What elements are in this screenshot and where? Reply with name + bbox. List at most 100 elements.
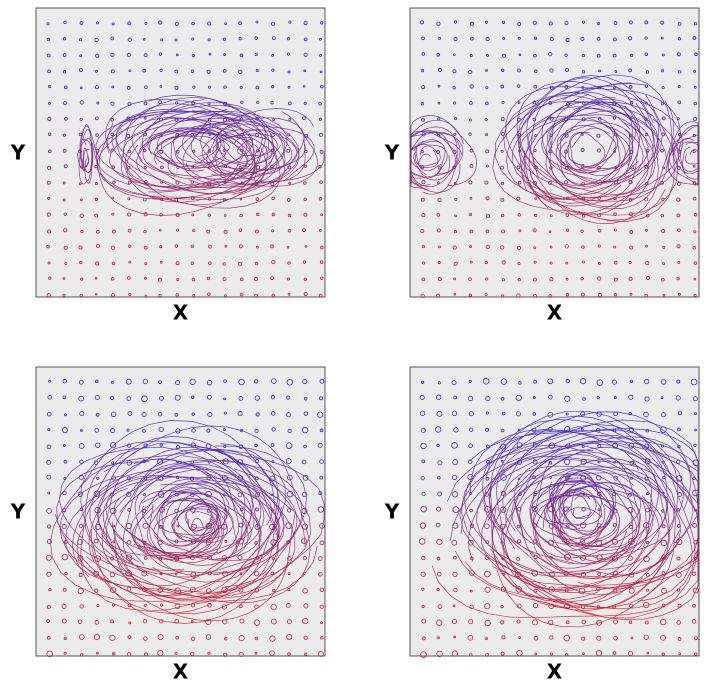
tracer [302, 116, 306, 120]
tracer [47, 394, 53, 400]
tracer [111, 261, 116, 266]
tracer [302, 84, 306, 88]
tracer [693, 443, 697, 447]
tracer [63, 101, 67, 105]
trajectory [234, 136, 273, 164]
tracer [452, 69, 457, 74]
tracer [79, 653, 84, 657]
tracer [255, 197, 260, 201]
tracer [80, 277, 84, 281]
tracer [420, 102, 425, 106]
tracer [223, 379, 227, 383]
panel [409, 7, 700, 298]
trajectory [125, 118, 254, 187]
tracer [532, 412, 537, 416]
tracer [238, 244, 243, 249]
tracer [565, 37, 570, 42]
trajectory [415, 145, 441, 167]
tracer [467, 395, 474, 402]
tracer [437, 181, 440, 185]
tracer [254, 428, 259, 433]
tracer [255, 85, 260, 90]
tracer [144, 276, 147, 280]
tracer [78, 443, 85, 449]
tracer [112, 524, 116, 528]
tracer [95, 53, 100, 58]
tracer [532, 117, 537, 122]
x-axis-label: X [173, 660, 189, 681]
tracer [691, 619, 697, 624]
tracer [47, 132, 52, 136]
tracer [644, 84, 649, 88]
tracer [597, 166, 601, 170]
trajectory [519, 472, 653, 579]
tracer [287, 652, 291, 656]
tracer [271, 54, 275, 57]
tracer [127, 410, 133, 416]
trajectory [115, 109, 286, 203]
tracer [661, 652, 665, 656]
trajectory [510, 447, 669, 576]
tracer [693, 116, 698, 121]
tracer [96, 604, 100, 608]
panel-frame [35, 7, 326, 298]
tracer [79, 117, 83, 121]
tracer [676, 149, 682, 154]
tracer [436, 506, 442, 512]
tracer [191, 54, 195, 58]
tracer [62, 148, 67, 153]
tracer [693, 230, 697, 234]
tracer [270, 493, 274, 497]
tracer [692, 476, 696, 481]
tracer [319, 37, 322, 41]
tracer [645, 244, 648, 248]
tracer [318, 117, 323, 121]
panel [409, 366, 700, 658]
tracer [533, 379, 538, 384]
trajectory [109, 111, 267, 195]
tracer [110, 101, 115, 106]
tracer [645, 540, 650, 545]
tracer [419, 522, 427, 529]
trajectory [82, 147, 90, 168]
tracer [659, 618, 667, 626]
tracer [469, 427, 474, 432]
tracer [270, 395, 276, 400]
tracer [484, 118, 488, 122]
trajectory [80, 446, 312, 612]
tracer [644, 20, 649, 25]
tracer [613, 619, 619, 625]
tracer [239, 572, 243, 576]
tracer [240, 100, 244, 104]
tracer [678, 133, 681, 137]
tracer [453, 230, 458, 234]
tracer [157, 411, 163, 417]
tracer [94, 197, 99, 201]
tracer [628, 587, 635, 594]
tracer [46, 539, 52, 545]
tracer [482, 377, 490, 385]
tracer [303, 411, 309, 416]
tracer [47, 69, 51, 74]
tracer [46, 53, 51, 58]
trajectory [95, 104, 267, 192]
tracer [95, 379, 99, 384]
tracer [452, 86, 456, 90]
trajectory [565, 122, 631, 174]
tracer [438, 245, 441, 249]
trajectory [85, 448, 279, 589]
tracer [110, 556, 114, 561]
tracer [270, 244, 274, 249]
tracer [677, 260, 681, 264]
tracer [271, 68, 275, 72]
tracer [436, 410, 443, 417]
tracer [302, 228, 306, 232]
tracer [676, 508, 680, 512]
tracer [238, 396, 244, 401]
tracer [628, 538, 635, 545]
tracer [126, 276, 131, 280]
trajectory [523, 453, 675, 565]
tracer [694, 428, 697, 432]
tracer [421, 277, 426, 282]
tracer [500, 181, 505, 186]
